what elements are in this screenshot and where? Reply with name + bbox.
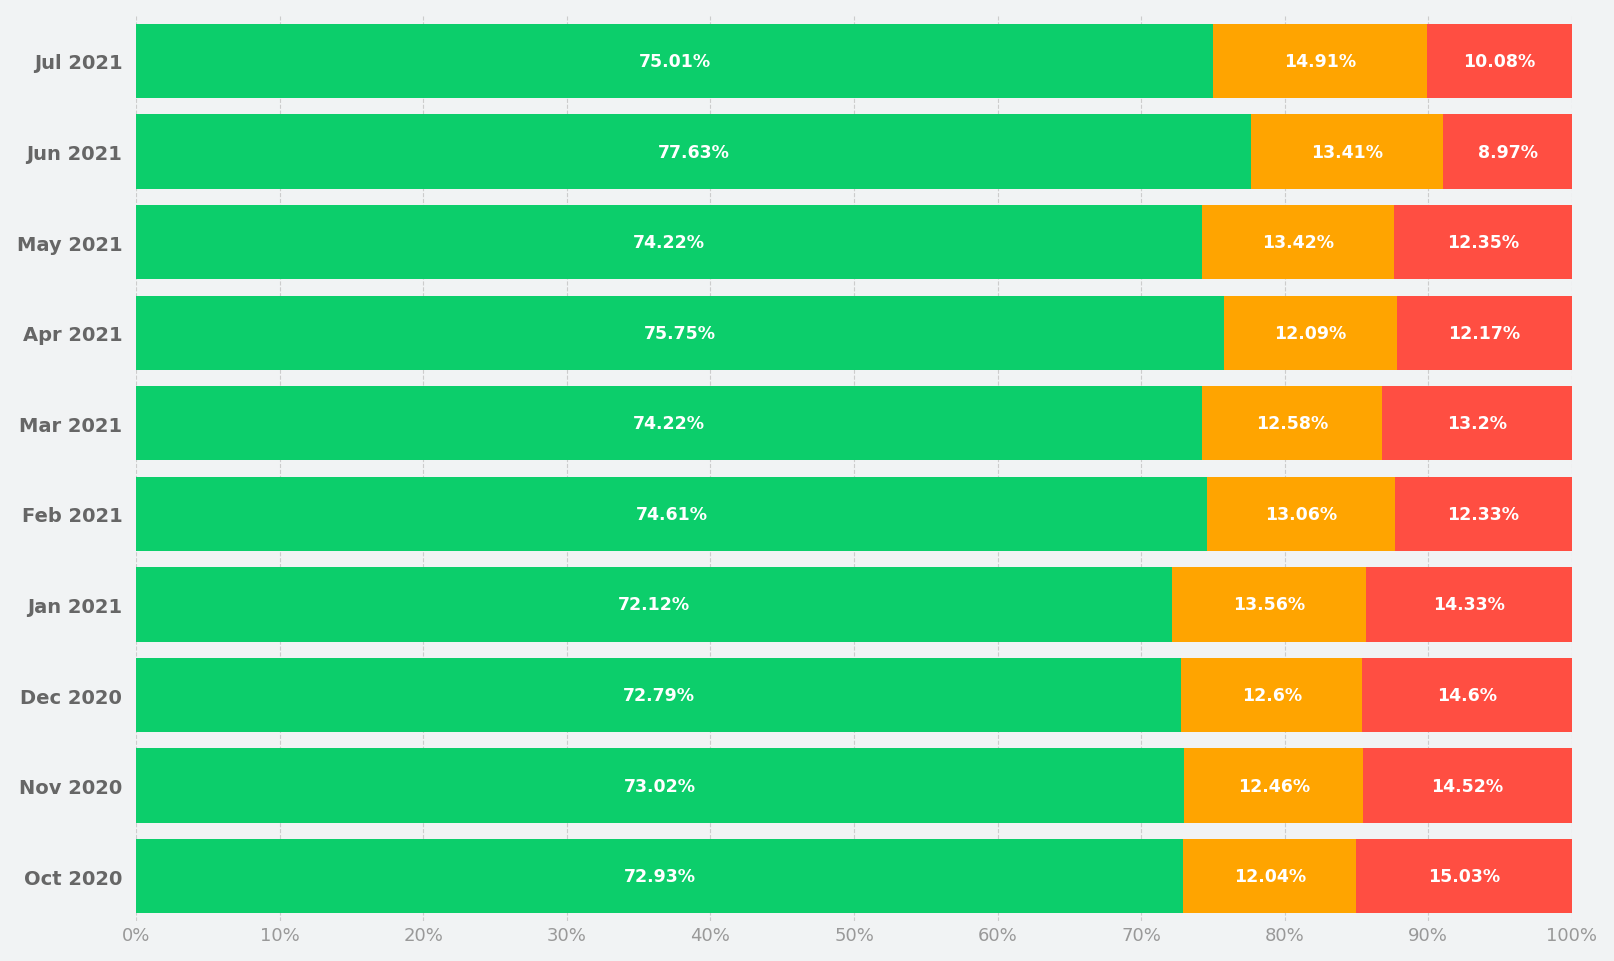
Bar [1223, 296, 1398, 370]
Bar [1362, 658, 1572, 732]
Text: 12.6%: 12.6% [1241, 686, 1302, 704]
Text: 10.08%: 10.08% [1464, 53, 1535, 71]
Bar [1202, 386, 1382, 461]
Bar [1365, 568, 1572, 642]
Text: 13.42%: 13.42% [1262, 234, 1335, 252]
Bar [136, 206, 1202, 280]
Bar [1443, 115, 1572, 189]
Text: 14.52%: 14.52% [1432, 776, 1504, 795]
Text: 12.58%: 12.58% [1256, 415, 1328, 432]
Bar [136, 658, 1181, 732]
Bar [1202, 206, 1394, 280]
Text: 14.33%: 14.33% [1433, 596, 1504, 614]
Bar [1251, 115, 1443, 189]
Bar [136, 839, 1183, 913]
Text: 12.33%: 12.33% [1448, 505, 1519, 524]
Bar [136, 115, 1251, 189]
Bar [136, 296, 1223, 370]
Text: 12.17%: 12.17% [1448, 325, 1520, 342]
Bar [1185, 749, 1364, 823]
Text: 8.97%: 8.97% [1477, 143, 1538, 161]
Text: 73.02%: 73.02% [625, 776, 696, 795]
Text: 13.56%: 13.56% [1233, 596, 1306, 614]
Text: 72.93%: 72.93% [623, 867, 696, 885]
Text: 12.46%: 12.46% [1238, 776, 1311, 795]
Bar [1183, 839, 1356, 913]
Text: 77.63%: 77.63% [657, 143, 730, 161]
Bar [1181, 658, 1362, 732]
Text: 12.35%: 12.35% [1448, 234, 1519, 252]
Text: 13.41%: 13.41% [1311, 143, 1383, 161]
Bar [136, 749, 1185, 823]
Bar [136, 25, 1214, 99]
Bar [1172, 568, 1365, 642]
Text: 74.22%: 74.22% [633, 234, 705, 252]
Bar [1427, 25, 1572, 99]
Text: 13.2%: 13.2% [1448, 415, 1507, 432]
Bar [136, 478, 1207, 552]
Bar [1382, 386, 1572, 461]
Bar [1398, 296, 1572, 370]
Bar [136, 386, 1202, 461]
Text: 13.06%: 13.06% [1265, 505, 1336, 524]
Text: 72.79%: 72.79% [623, 686, 694, 704]
Text: 75.75%: 75.75% [644, 325, 717, 342]
Text: 72.12%: 72.12% [618, 596, 689, 614]
Text: 12.04%: 12.04% [1233, 867, 1306, 885]
Text: 12.09%: 12.09% [1275, 325, 1346, 342]
Text: 75.01%: 75.01% [639, 53, 710, 71]
Bar [1356, 839, 1572, 913]
Bar [1214, 25, 1427, 99]
Text: 74.61%: 74.61% [636, 505, 709, 524]
Bar [1394, 478, 1572, 552]
Text: 14.91%: 14.91% [1285, 53, 1356, 71]
Text: 15.03%: 15.03% [1428, 867, 1499, 885]
Text: 14.6%: 14.6% [1436, 686, 1496, 704]
Text: 74.22%: 74.22% [633, 415, 705, 432]
Bar [136, 568, 1172, 642]
Bar [1364, 749, 1572, 823]
Bar [1394, 206, 1572, 280]
Bar [1207, 478, 1394, 552]
